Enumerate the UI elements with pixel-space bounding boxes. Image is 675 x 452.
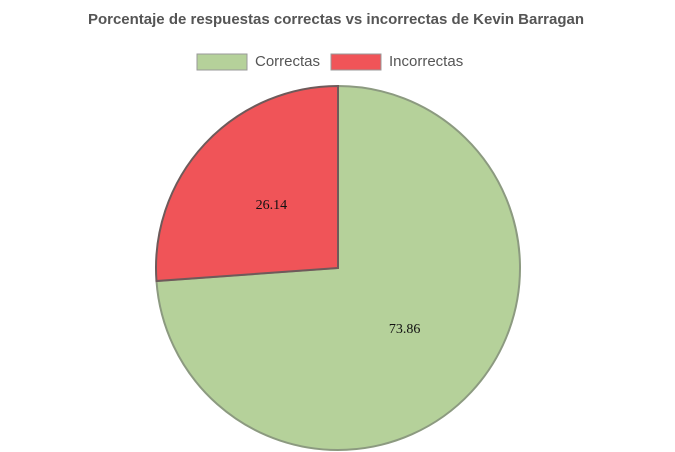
legend-label: Correctas xyxy=(255,53,320,70)
value-label: 73.86 xyxy=(389,322,421,337)
chart-title: Porcentaje de respuestas correctas vs in… xyxy=(88,11,584,28)
pie-slice xyxy=(155,84,339,283)
legend-swatch xyxy=(330,53,382,71)
legend-swatch xyxy=(196,53,248,71)
value-label: 26.14 xyxy=(256,198,288,213)
legend-label: Incorrectas xyxy=(389,53,463,70)
